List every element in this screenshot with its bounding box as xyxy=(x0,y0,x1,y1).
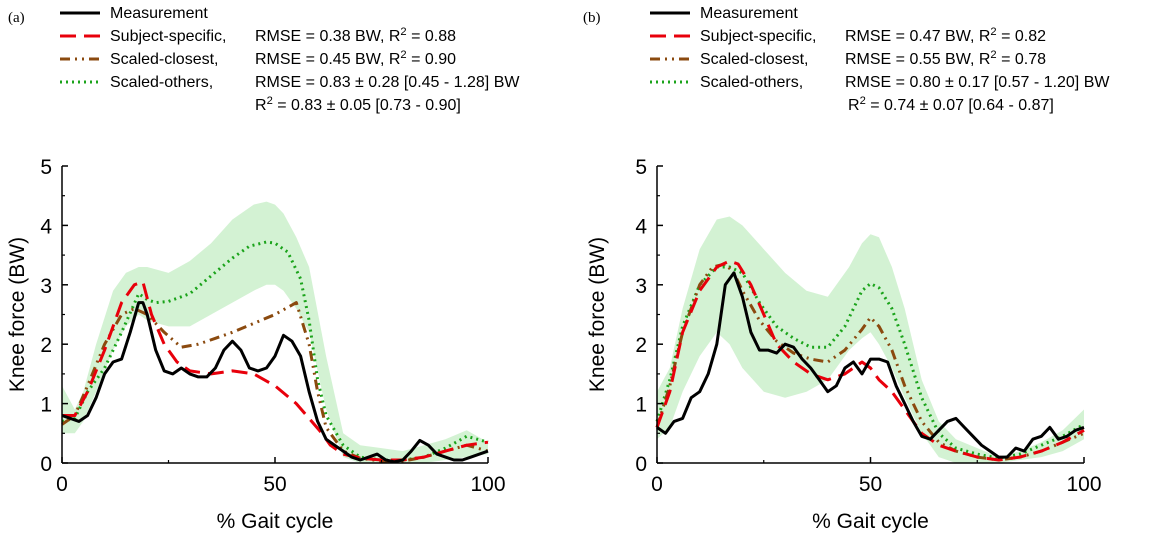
y-axis-label: Knee force (BW) xyxy=(586,237,609,392)
series-measurement xyxy=(656,271,1085,459)
legend-stats: RMSE = 0.80 ± 0.17 [0.57 - 1.20] BW xyxy=(845,74,1110,91)
panel-b: (b) Measurement Subject-specific, RMSE = 0.… xyxy=(583,5,1110,533)
y-tick-label: 0 xyxy=(40,453,52,476)
legend: Measurement Subject-specific, RMSE = 0.38 … xyxy=(60,5,520,114)
x-axis-label: % Gait cycle xyxy=(217,510,334,533)
legend-label: Scaled-others, xyxy=(700,74,803,91)
scaled-others-band xyxy=(657,216,1084,463)
series-subject-specific xyxy=(655,259,1085,462)
y-tick-label: 3 xyxy=(635,275,647,298)
panel-tag: (b) xyxy=(583,10,601,26)
y-tick-label: 1 xyxy=(635,394,647,417)
x-tick-label: 0 xyxy=(651,473,663,496)
legend-label: Scaled-others, xyxy=(110,74,213,91)
y-tick-label: 3 xyxy=(40,275,52,298)
x-tick-label: 50 xyxy=(859,473,882,496)
legend-label: Scaled-closest, xyxy=(700,51,809,68)
y-tick-label: 4 xyxy=(40,215,52,238)
x-axis-label: % Gait cycle xyxy=(812,510,929,533)
legend-stats: RMSE = 0.47 BW, R2 = 0.82 xyxy=(845,26,1046,45)
legend-stats: RMSE = 0.83 ± 0.28 [0.45 - 1.28] BW xyxy=(255,74,520,91)
legend-label: Measurement xyxy=(110,5,208,22)
legend-label: Measurement xyxy=(700,5,798,22)
legend-stats-2: R2 = 0.83 ± 0.05 [0.73 - 0.90] xyxy=(255,95,461,114)
y-tick-label: 4 xyxy=(635,215,647,238)
legend-label: Subject-specific, xyxy=(110,28,227,45)
legend-label: Scaled-closest, xyxy=(110,51,219,68)
scaled-others-band xyxy=(62,201,488,463)
legend-stats: RMSE = 0.38 BW, R2 = 0.88 xyxy=(255,26,456,45)
panel-tag: (a) xyxy=(8,10,25,26)
series-scaled-closest xyxy=(61,301,489,463)
y-tick-label: 5 xyxy=(635,156,647,179)
legend-stats: RMSE = 0.55 BW, R2 = 0.78 xyxy=(845,49,1046,68)
x-tick-label: 0 xyxy=(56,473,68,496)
x-tick-label: 100 xyxy=(470,473,505,496)
y-tick-label: 1 xyxy=(40,394,52,417)
x-tick-label: 100 xyxy=(1066,473,1101,496)
y-tick-label: 2 xyxy=(635,334,647,357)
y-tick-label: 2 xyxy=(40,334,52,357)
legend-stats: RMSE = 0.45 BW, R2 = 0.90 xyxy=(255,49,456,68)
legend-label: Subject-specific, xyxy=(700,28,817,45)
legend-stats-2: R2 = 0.74 ± 0.07 [0.64 - 0.87] xyxy=(848,95,1054,114)
y-axis-label: Knee force (BW) xyxy=(6,237,29,392)
y-tick-label: 0 xyxy=(635,453,647,476)
y-tick-label: 5 xyxy=(40,156,52,179)
panel-a: (a) Measurement Subject-specific, RMSE = 0.… xyxy=(6,5,520,533)
x-tick-label: 50 xyxy=(263,473,286,496)
legend: Measurement Subject-specific, RMSE = 0.47 … xyxy=(650,5,1110,114)
series-measurement xyxy=(61,301,489,464)
